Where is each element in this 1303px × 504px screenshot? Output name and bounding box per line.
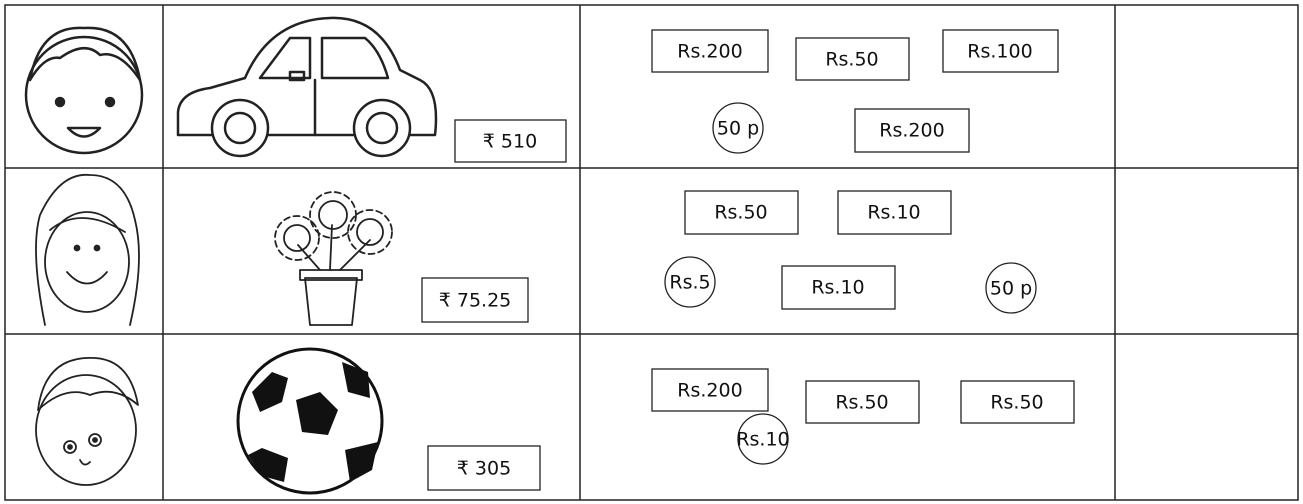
money-label: Rs.10 (736, 429, 789, 451)
money-label: Rs.50 (990, 392, 1043, 414)
boy-face (24, 26, 144, 155)
money-label: Rs.50 (835, 392, 888, 414)
price: ₹ 510 (483, 131, 537, 153)
note (805, 380, 920, 424)
price-box (454, 119, 567, 163)
coin (985, 262, 1037, 314)
car (176, 16, 438, 158)
note (854, 108, 970, 153)
price: ₹ 75.25 (439, 290, 512, 312)
note (795, 37, 910, 81)
note (960, 380, 1075, 424)
money-label: 50 p (990, 278, 1032, 300)
money-label: Rs.200 (677, 41, 742, 63)
money-label: Rs.100 (967, 41, 1032, 63)
note (684, 190, 799, 235)
note (942, 29, 1059, 73)
football (236, 347, 384, 495)
price: ₹ 305 (457, 458, 511, 480)
money-label: Rs.5 (669, 272, 710, 294)
girl-face (35, 174, 140, 326)
price-box (421, 277, 529, 323)
money-label: Rs.10 (811, 277, 864, 299)
flower-pot (274, 191, 393, 326)
coin (712, 102, 764, 154)
money-label: Rs.50 (825, 49, 878, 71)
price-box (427, 445, 541, 491)
money-label: Rs.50 (714, 202, 767, 224)
note (781, 265, 896, 310)
money-label: 50 p (717, 118, 759, 140)
money-label: Rs.10 (867, 202, 920, 224)
money-label: Rs.200 (677, 380, 742, 402)
table-grid (4, 4, 1299, 501)
coin (737, 413, 789, 465)
note (837, 190, 952, 235)
note (651, 368, 769, 412)
note (651, 29, 769, 73)
money-label: Rs.200 (879, 120, 944, 142)
boy-face-2 (35, 357, 139, 486)
coin (664, 256, 716, 308)
